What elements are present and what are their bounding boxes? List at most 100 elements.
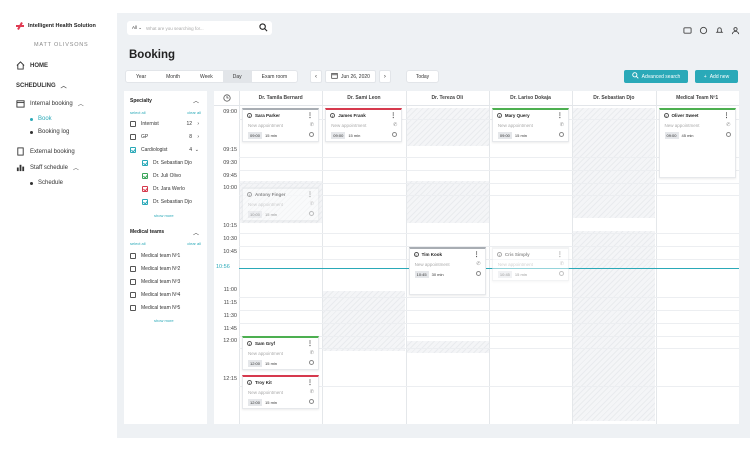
inbox-icon[interactable] [683,22,692,34]
checkbox[interactable] [130,147,136,153]
appointment-card[interactable]: i Oliver Sweet ⋮ New appointment ✆ 09:00 45 mi… [658,108,736,178]
checkbox[interactable] [130,305,136,311]
team-filter[interactable]: Medical team Nº2 [130,266,202,272]
doctor-filter[interactable]: Dr. Jara Werlo [142,186,202,192]
nav-home[interactable]: HOME [16,61,48,70]
new-appointment-link[interactable]: New appointment [331,123,367,128]
nav-scheduling[interactable]: SCHEDULING ︿ [16,81,67,91]
team-filter[interactable]: Medical team Nº4 [130,292,202,298]
info-icon[interactable]: i [496,252,502,257]
phone-icon[interactable]: ✆ [393,122,398,128]
new-appointment-link[interactable]: New appointment [248,390,284,395]
checkbox[interactable] [130,266,136,272]
doctor-filter[interactable]: Dr. Sebastian Djo [142,160,202,166]
more-options-icon[interactable]: ⋮ [307,192,313,198]
date-picker[interactable]: Jun 26, 2020 [325,70,376,83]
info-icon[interactable]: i [247,113,252,118]
info-icon[interactable]: i [247,341,252,346]
column-header[interactable]: Dr. Sebastian Djo [593,95,635,101]
info-icon[interactable]: i [330,113,336,118]
more-options-icon[interactable]: ⋮ [390,113,397,119]
specialty-select-all[interactable]: select all [130,110,146,115]
nav-internal-booking[interactable]: Internal booking ︿ [16,99,84,108]
phone-icon[interactable]: ✆ [309,201,314,207]
teams-clear-all[interactable]: clear all [187,241,201,246]
chevron-down-icon[interactable]: ⌄ [194,147,199,153]
new-appointment-link[interactable]: New appointment [497,123,533,128]
nav-book[interactable]: Book [30,116,52,122]
column-header[interactable]: Dr. Sami Leon [347,95,381,101]
new-appointment-link[interactable]: New appointment [497,262,533,267]
chat-icon[interactable] [699,22,708,35]
column-header[interactable]: Dr. Lariso Dokaja [510,95,551,101]
prev-day-button[interactable]: ‹ [310,70,322,83]
specialty-gp[interactable]: GP 8 › [130,134,202,140]
bell-icon[interactable] [715,22,724,33]
specialty-show-more[interactable]: show more [154,213,174,218]
checkbox[interactable] [130,121,136,127]
phone-icon[interactable]: ✆ [309,350,314,356]
appointment-card[interactable]: i Sam Gryf ⋮ New appointment ✆ 12:00 15 min [242,336,319,370]
nav-schedule[interactable]: Schedule [30,180,63,186]
more-options-icon[interactable]: ⋮ [556,252,563,258]
appointment-card[interactable]: i Mary Query ⋮ New appointment ✆ 09:00 15 min [491,108,569,142]
search-input[interactable]: What are you searching for... [146,25,204,31]
new-appointment-link[interactable]: New appointment [414,262,450,267]
phone-icon[interactable]: ✆ [559,122,564,128]
brand[interactable]: Intelligent Health Solution [16,22,96,30]
checkbox[interactable] [142,186,148,192]
more-options-icon[interactable]: ⋮ [307,380,313,386]
info-icon[interactable]: i [663,113,669,118]
checkbox[interactable] [142,160,148,166]
search-icon[interactable] [259,23,268,32]
next-day-button[interactable]: › [378,70,391,83]
phone-icon[interactable]: ✆ [309,389,314,395]
team-filter[interactable]: Medical team Nº5 [130,305,202,311]
specialty-clear-all[interactable]: clear all [187,110,201,115]
nav-staff-schedule[interactable]: Staff schedule ︿ [16,163,79,172]
appointment-card[interactable]: i Tim Kook ⋮ New appointment ✆ 10:45 30 min [408,247,486,295]
appointment-card[interactable]: i James Frank ⋮ New appointment ✆ 09:00 15 min [325,108,403,142]
today-button[interactable]: Today [406,70,439,83]
tab-year[interactable]: Year [136,73,147,80]
column-header[interactable]: Medical Team Nº1 [676,95,719,101]
phone-icon[interactable]: ✆ [726,122,731,128]
teams-select-all[interactable]: select all [130,241,146,246]
doctor-filter[interactable]: Dr. Sebastian Djo [142,199,202,205]
teams-show-more[interactable]: show more [154,318,174,323]
column-header[interactable]: Dr. Tereza Oli [431,95,464,101]
checkbox[interactable] [142,173,148,179]
phone-icon[interactable]: ✆ [309,122,314,128]
team-filter[interactable]: Medical team Nº1 [130,253,202,259]
tab-week[interactable]: Week [200,73,213,80]
checkbox[interactable] [142,199,148,205]
appointment-card[interactable]: i Antony Finger ⋮ New appointment ✆ 10:00 15 m… [242,187,319,221]
appointment-card[interactable]: i Cris Simply ⋮ New appointment ✆ 10:45 15 min [491,247,569,281]
tab-month[interactable]: Month [166,73,181,80]
checkbox[interactable] [130,134,136,140]
tab-day[interactable]: Day [222,71,252,82]
info-icon[interactable]: i [247,380,252,385]
advanced-search-button[interactable]: Advanced search [624,70,688,83]
checkbox[interactable] [130,279,136,285]
team-filter[interactable]: Medical team Nº3 [130,279,202,285]
phone-icon[interactable]: ✆ [559,261,564,267]
column-header[interactable]: Dr. Tamila Bernard [258,95,303,101]
user-icon[interactable] [731,22,740,35]
new-appointment-link[interactable]: New appointment [248,202,284,207]
info-icon[interactable]: i [496,113,502,118]
phone-icon[interactable]: ✆ [476,261,481,267]
chevron-right-icon[interactable]: › [197,134,199,140]
search-bar[interactable]: All ⌄ What are you searching for... [127,21,272,35]
more-options-icon[interactable]: ⋮ [473,252,480,258]
appointment-card[interactable]: i Troy Kit ⋮ New appointment ✆ 12:00 15 min [242,375,319,409]
nav-booking-log[interactable]: Booking log [30,129,69,135]
chevron-right-icon[interactable]: › [197,121,199,127]
add-new-button[interactable]: + Add new [695,70,738,83]
more-options-icon[interactable]: ⋮ [307,113,313,119]
more-options-icon[interactable]: ⋮ [556,113,563,119]
doctor-filter[interactable]: Dr. Juli Olivo [142,173,202,179]
tab-exam-room[interactable]: Exam room [261,73,288,80]
checkbox[interactable] [130,253,136,259]
search-scope[interactable]: All ⌄ [132,25,143,30]
